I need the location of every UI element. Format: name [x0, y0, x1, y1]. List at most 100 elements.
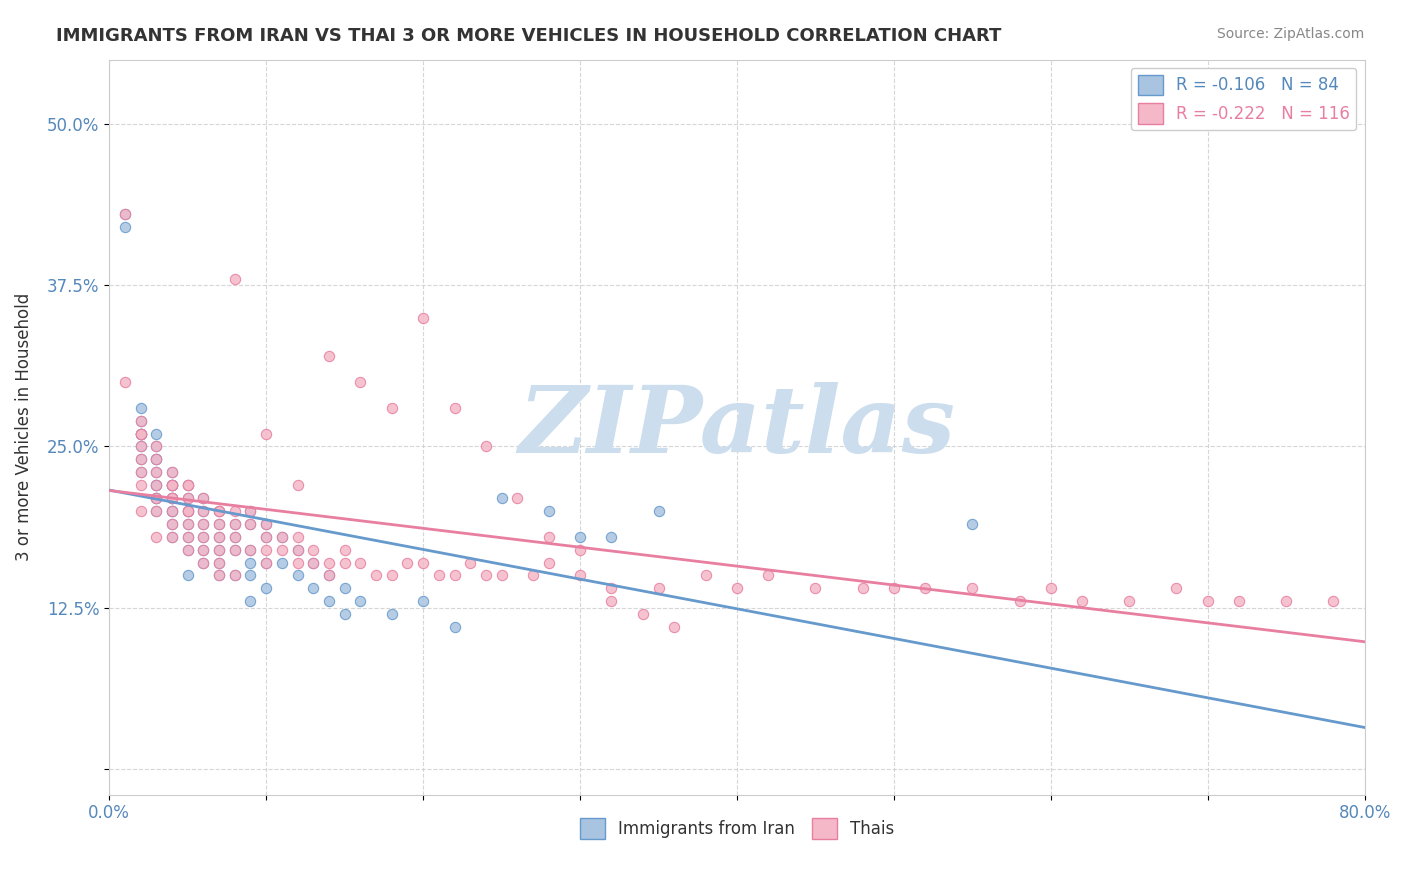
Point	[129, 440, 152, 454]
Point	[522, 568, 544, 582]
Point	[145, 530, 167, 544]
Point	[537, 556, 560, 570]
Point	[177, 516, 200, 531]
Point	[1197, 594, 1219, 608]
Point	[193, 542, 215, 557]
Point	[177, 542, 200, 557]
Point	[349, 594, 371, 608]
Y-axis label: 3 or more Vehicles in Household: 3 or more Vehicles in Household	[15, 293, 32, 561]
Point	[145, 426, 167, 441]
Point	[287, 542, 309, 557]
Point	[114, 220, 136, 235]
Point	[160, 504, 183, 518]
Point	[208, 542, 231, 557]
Point	[160, 465, 183, 479]
Point	[458, 556, 481, 570]
Point	[412, 556, 434, 570]
Point	[208, 556, 231, 570]
Point	[129, 452, 152, 467]
Point	[160, 465, 183, 479]
Point	[145, 465, 167, 479]
Point	[1275, 594, 1298, 608]
Point	[160, 491, 183, 505]
Point	[193, 542, 215, 557]
Point	[475, 568, 498, 582]
Point	[224, 542, 246, 557]
Point	[177, 478, 200, 492]
Point	[412, 594, 434, 608]
Point	[114, 207, 136, 221]
Point	[177, 530, 200, 544]
Point	[208, 568, 231, 582]
Point	[129, 452, 152, 467]
Point	[270, 542, 292, 557]
Point	[443, 620, 465, 634]
Point	[208, 516, 231, 531]
Point	[160, 516, 183, 531]
Point	[239, 504, 262, 518]
Point	[883, 582, 905, 596]
Legend: Immigrants from Iran, Thais: Immigrants from Iran, Thais	[574, 812, 901, 846]
Point	[160, 504, 183, 518]
Point	[129, 465, 152, 479]
Point	[224, 568, 246, 582]
Point	[962, 582, 984, 596]
Point	[1071, 594, 1094, 608]
Point	[725, 582, 748, 596]
Point	[239, 504, 262, 518]
Point	[129, 426, 152, 441]
Point	[537, 530, 560, 544]
Point	[145, 504, 167, 518]
Point	[193, 516, 215, 531]
Point	[129, 414, 152, 428]
Point	[177, 504, 200, 518]
Point	[254, 542, 277, 557]
Point	[664, 620, 686, 634]
Point	[145, 452, 167, 467]
Point	[287, 542, 309, 557]
Point	[129, 465, 152, 479]
Point	[239, 542, 262, 557]
Point	[224, 272, 246, 286]
Point	[160, 530, 183, 544]
Point	[145, 478, 167, 492]
Point	[114, 207, 136, 221]
Point	[208, 516, 231, 531]
Point	[254, 530, 277, 544]
Point	[129, 426, 152, 441]
Point	[1008, 594, 1031, 608]
Point	[177, 504, 200, 518]
Point	[160, 478, 183, 492]
Point	[177, 542, 200, 557]
Point	[160, 491, 183, 505]
Point	[177, 478, 200, 492]
Point	[600, 582, 623, 596]
Point	[177, 504, 200, 518]
Text: ZIPatlas: ZIPatlas	[519, 382, 956, 472]
Point	[318, 568, 340, 582]
Point	[129, 504, 152, 518]
Point	[381, 568, 404, 582]
Point	[177, 516, 200, 531]
Point	[208, 530, 231, 544]
Point	[270, 530, 292, 544]
Point	[224, 530, 246, 544]
Point	[129, 426, 152, 441]
Point	[239, 516, 262, 531]
Point	[254, 556, 277, 570]
Point	[333, 582, 356, 596]
Point	[239, 556, 262, 570]
Point	[1118, 594, 1140, 608]
Point	[287, 478, 309, 492]
Text: IMMIGRANTS FROM IRAN VS THAI 3 OR MORE VEHICLES IN HOUSEHOLD CORRELATION CHART: IMMIGRANTS FROM IRAN VS THAI 3 OR MORE V…	[56, 27, 1001, 45]
Text: Source: ZipAtlas.com: Source: ZipAtlas.com	[1216, 27, 1364, 41]
Point	[427, 568, 450, 582]
Point	[302, 556, 325, 570]
Point	[160, 478, 183, 492]
Point	[160, 516, 183, 531]
Point	[160, 478, 183, 492]
Point	[129, 478, 152, 492]
Point	[145, 465, 167, 479]
Point	[193, 516, 215, 531]
Point	[193, 556, 215, 570]
